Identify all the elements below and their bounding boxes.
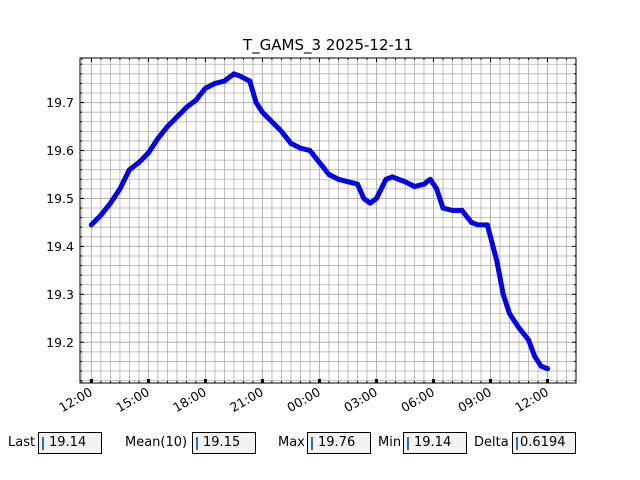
x-tick-label: 12:00 [512, 384, 551, 415]
stats-bar: Last 19.14 Mean(10) 19.15 Max 19.76 Min … [0, 432, 640, 458]
x-axis-labels: 12:00 15:00 18:00 21:00 00:00 03:00 06:00 09:00… [56, 384, 551, 415]
text-cursor [42, 437, 44, 450]
y-tick-label: 19.5 [46, 191, 74, 206]
x-tick-label: 21:00 [227, 384, 266, 415]
last-value-field[interactable]: 19.14 [38, 432, 102, 454]
delta-label: Delta [474, 435, 509, 450]
minor-grid [80, 58, 577, 383]
mean-value: 19.15 [203, 435, 241, 450]
max-label: Max [278, 435, 305, 450]
x-tick-label: 00:00 [284, 384, 323, 415]
min-value-field[interactable]: 19.14 [403, 432, 467, 454]
min-label: Min [378, 435, 402, 450]
x-tick-label: 09:00 [455, 384, 494, 415]
text-cursor [407, 437, 409, 450]
last-label: Last [8, 435, 36, 450]
y-tick-label: 19.7 [46, 95, 74, 110]
major-grid [80, 58, 576, 383]
y-tick-label: 19.3 [46, 287, 74, 302]
mean-label: Mean(10) [125, 435, 188, 450]
x-tick-label: 12:00 [56, 384, 95, 415]
y-tick-label: 19.6 [46, 143, 74, 158]
y-tick-label: 19.4 [46, 239, 74, 254]
text-cursor [516, 437, 518, 450]
text-cursor [196, 437, 198, 450]
chart: T_GAMS_3 2025-12-11 12:00 15:00 18:00 21:00… [46, 36, 577, 415]
x-tick-label: 03:00 [341, 384, 380, 415]
x-tick-label: 15:00 [113, 384, 152, 415]
mean-value-field[interactable]: 19.15 [192, 432, 256, 454]
min-value: 19.14 [414, 435, 452, 450]
data-series [88, 71, 551, 372]
text-cursor [311, 437, 313, 450]
plot-frame [79, 57, 577, 384]
delta-value-field[interactable]: 0.6194 [512, 432, 576, 454]
x-tick-label: 18:00 [170, 384, 209, 415]
axis-ticks [80, 58, 577, 383]
delta-value: 0.6194 [520, 435, 566, 450]
max-value: 19.76 [318, 435, 356, 450]
y-tick-label: 19.2 [46, 335, 74, 350]
chart-title: T_GAMS_3 2025-12-11 [242, 36, 413, 55]
data-point [544, 366, 551, 372]
max-value-field[interactable]: 19.76 [307, 432, 371, 454]
y-axis-labels: 19.2 19.3 19.4 19.5 19.6 19.7 [46, 95, 74, 350]
x-tick-label: 06:00 [398, 384, 437, 415]
last-value: 19.14 [49, 435, 87, 450]
